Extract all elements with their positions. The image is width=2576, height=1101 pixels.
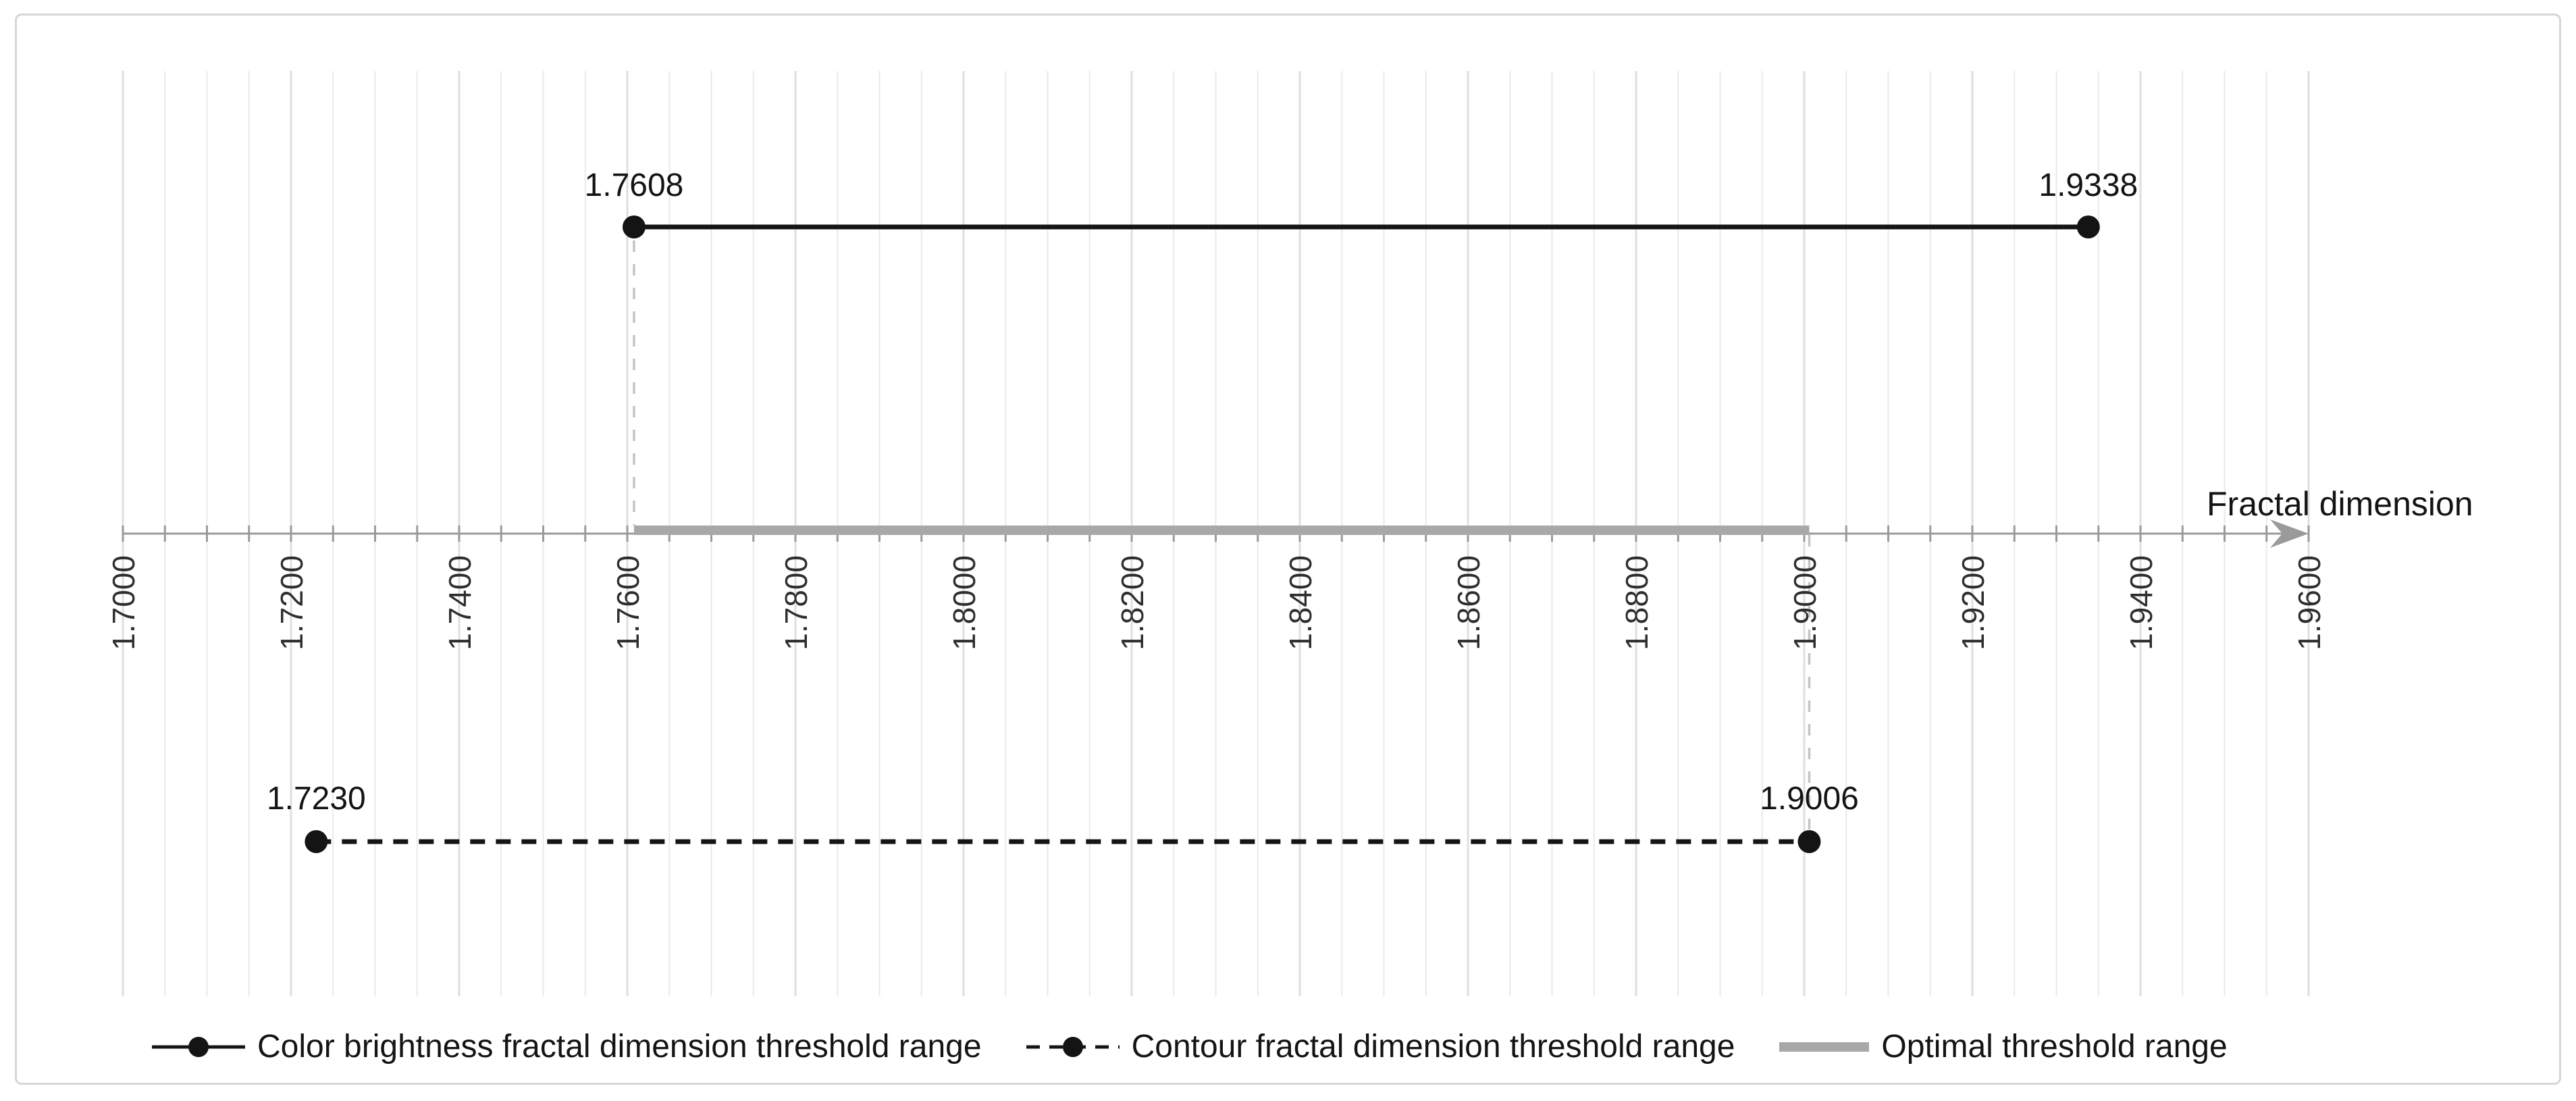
color-brightness-endpoint-label: 1.7608 bbox=[585, 168, 684, 203]
chart-outer-border bbox=[15, 14, 2561, 1085]
legend-swatch-solid-line-dot-icon bbox=[152, 1037, 245, 1057]
x-tick-label: 1.9400 bbox=[2124, 555, 2159, 650]
x-tick-label: 1.7400 bbox=[442, 555, 477, 650]
legend: Color brightness fractal dimension thres… bbox=[151, 1021, 2228, 1073]
x-tick-label: 1.7000 bbox=[106, 555, 141, 650]
color-brightness-endpoint-label: 1.9338 bbox=[2039, 168, 2138, 203]
legend-swatch-thick-gray-line-icon bbox=[1779, 1042, 1870, 1052]
x-tick-label: 1.8200 bbox=[1115, 555, 1150, 650]
x-axis-title: Fractal dimension bbox=[2207, 485, 2473, 523]
color-brightness-endpoint-marker bbox=[2076, 215, 2100, 238]
legend-label-color-brightness: Color brightness fractal dimension thres… bbox=[257, 1029, 982, 1065]
x-tick-label: 1.7200 bbox=[274, 555, 309, 650]
legend-item-optimal: Optimal threshold range bbox=[1778, 1029, 2228, 1065]
legend-item-contour: Contour fractal dimension threshold rang… bbox=[1025, 1031, 1735, 1063]
x-tick-label: 1.8000 bbox=[947, 555, 982, 650]
legend-item-color-brightness: Color brightness fractal dimension thres… bbox=[151, 1031, 982, 1063]
series-group bbox=[305, 215, 2100, 853]
x-tick-label: 1.9600 bbox=[2292, 555, 2327, 650]
x-tick-label: 1.8400 bbox=[1283, 555, 1318, 650]
contour-endpoint-marker bbox=[1797, 830, 1821, 853]
legend-label-contour: Contour fractal dimension threshold rang… bbox=[1131, 1029, 1735, 1065]
color-brightness-endpoint-marker bbox=[622, 215, 646, 238]
legend-swatch-dashed-line-dot-icon bbox=[1026, 1037, 1120, 1057]
contour-endpoint-label: 1.9006 bbox=[1760, 781, 1859, 817]
contour-endpoint-marker bbox=[305, 830, 328, 853]
legend-label-optimal: Optimal threshold range bbox=[1881, 1029, 2228, 1065]
x-tick-label: 1.9000 bbox=[1787, 555, 1822, 650]
labels-group: 1.7000 1.7200 1.7400 1.7600 1.7800 1.8000 1.82… bbox=[106, 168, 2327, 817]
x-tick-label: 1.7800 bbox=[779, 555, 814, 650]
x-tick-label: 1.8800 bbox=[1619, 555, 1654, 650]
x-tick-label: 1.7600 bbox=[610, 555, 646, 650]
contour-endpoint-label: 1.7230 bbox=[267, 781, 366, 817]
x-tick-label: 1.9200 bbox=[1955, 555, 1991, 650]
x-tick-label: 1.8600 bbox=[1451, 555, 1486, 650]
x-axis-arrowhead-icon bbox=[2270, 519, 2309, 548]
